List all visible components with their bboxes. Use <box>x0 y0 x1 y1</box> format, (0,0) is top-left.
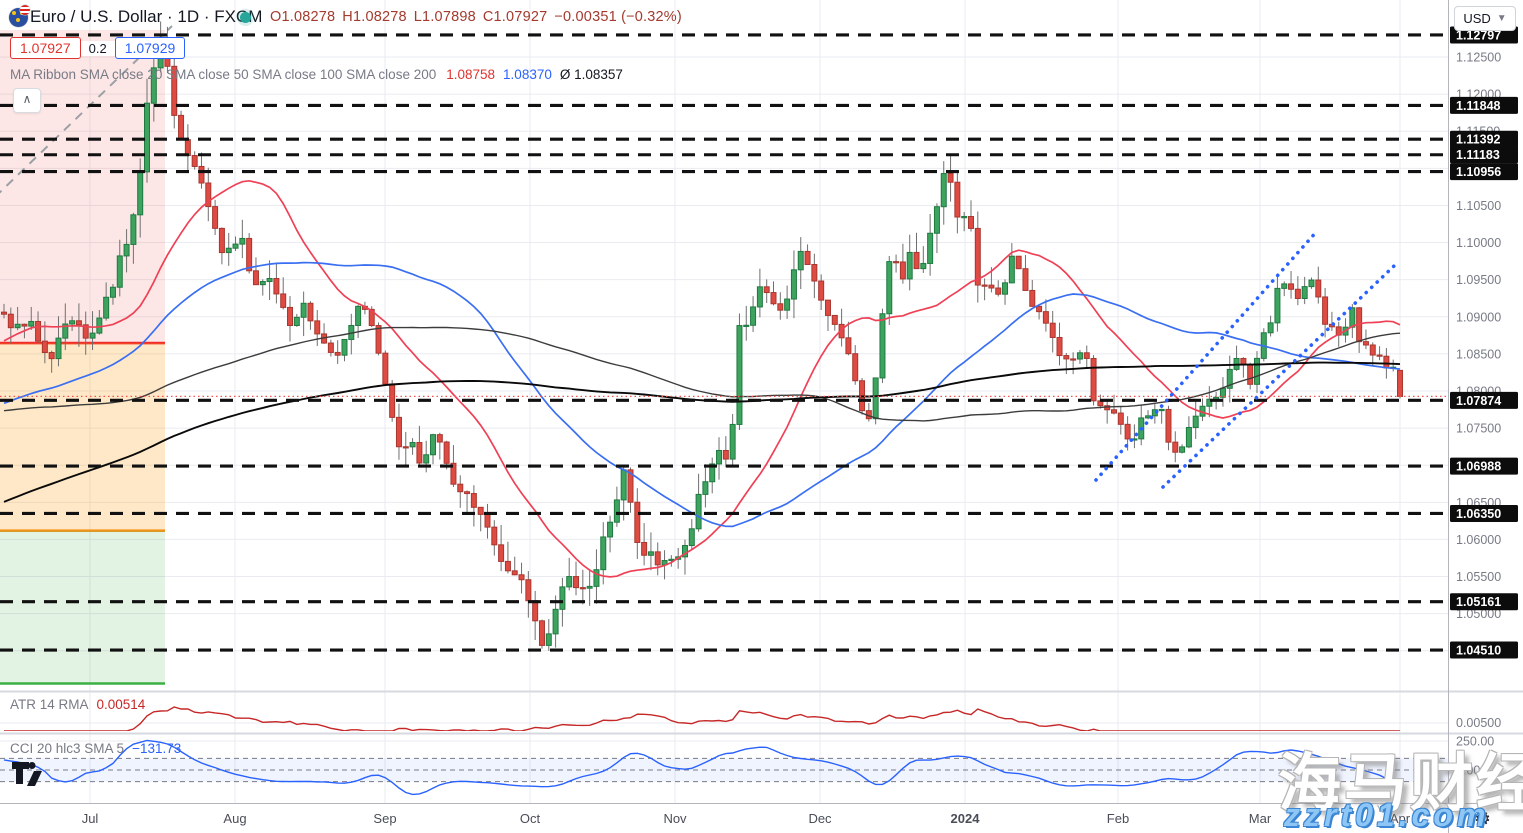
scale-label: 1.05500 <box>1456 570 1501 584</box>
market-status-icon[interactable] <box>240 12 251 23</box>
eurusd-flag-icon <box>9 5 30 27</box>
atr-plot <box>4 706 1400 731</box>
buy-price-button[interactable]: 1.07929 <box>114 37 186 59</box>
ohlc-values: O1.08278 H1.08278 L1.07898 C1.07927 −0.00351… <box>270 9 689 25</box>
support-resistance-zones <box>0 30 165 685</box>
order-panel: 1.07927 0.2 1.07929 <box>10 36 186 60</box>
level-price-tag: 1.11848 <box>1456 99 1501 113</box>
sell-price-button[interactable]: 1.07927 <box>10 37 81 59</box>
level-price-tag: 1.06988 <box>1456 460 1501 474</box>
scale-label: 1.10000 <box>1456 236 1501 250</box>
ohlc-close: C1.07927 <box>482 9 548 25</box>
time-axis[interactable]: Jul Aug Sep Oct Nov Dec 2024 Feb Mar Apr <box>82 811 1411 826</box>
level-price-tag: 1.07874 <box>1456 394 1501 408</box>
atr-scale-label: 0.00500 <box>1456 716 1501 730</box>
sma-200-line <box>3 361 1401 503</box>
ohlc-low: L1.07898 <box>413 9 476 25</box>
scale-label: 1.06000 <box>1456 533 1501 547</box>
ma-ribbon-label: MA Ribbon SMA close 20 SMA close 50 SMA … <box>10 67 437 82</box>
scale-label: 1.12500 <box>1456 51 1501 65</box>
chevron-down-icon: ▼ <box>1496 13 1507 24</box>
atr-legend[interactable]: ATR 14 RMA 0.00514 <box>10 697 145 712</box>
price-scale-currency-dropdown[interactable]: USD ▼ <box>1454 6 1516 31</box>
watermark-chinese: 海马财经 <box>1278 749 1523 819</box>
cci-scale-label: 0.00 <box>1456 764 1480 778</box>
settings-gear-icon[interactable]: ⚙ <box>1474 809 1492 830</box>
us-flag-icon <box>20 5 30 15</box>
scale-label: 1.08500 <box>1456 347 1501 361</box>
level-price-tag: 1.05161 <box>1456 595 1501 609</box>
cci-scale-label: 250.00 <box>1456 735 1494 749</box>
month-label-Jul: Jul <box>82 811 99 826</box>
level-price-tag: 1.11183 <box>1456 148 1500 162</box>
cci-band <box>0 757 1448 783</box>
scale-label: 1.09500 <box>1456 273 1501 287</box>
atr-value: 0.00514 <box>96 697 146 712</box>
cci-legend[interactable]: CCI 20 hlc3 SMA 5 −131.73 <box>10 741 181 756</box>
month-label-Sep: Sep <box>373 811 396 826</box>
tradingview-logo[interactable] <box>12 762 48 791</box>
month-label-Dec: Dec <box>808 811 832 826</box>
scale-label: 1.07500 <box>1456 422 1501 436</box>
collapse-legend-button[interactable]: ∧ <box>13 88 41 113</box>
scale-label: 1.10500 <box>1456 199 1501 213</box>
level-price-tag: 1.12797 <box>1456 28 1501 42</box>
month-label-Aug: Aug <box>223 811 246 826</box>
month-label-Oct: Oct <box>520 811 541 826</box>
blue-dotted-channel[interactable] <box>1094 228 1396 489</box>
ohlc-open: O1.08278 <box>270 9 336 25</box>
scale-label: 1.09000 <box>1456 310 1501 324</box>
month-label-Nov: Nov <box>663 811 687 826</box>
sma-50-line <box>3 261 1401 528</box>
level-price-tag: 1.06350 <box>1456 507 1501 521</box>
cci-value: −131.73 <box>132 741 182 756</box>
ohlc-high: H1.08278 <box>342 9 407 25</box>
ma-ribbon-sma20-value: 1.08758 <box>446 67 496 82</box>
level-price-tag: 1.10956 <box>1456 165 1501 179</box>
level-price-tag: 1.11392 <box>1456 133 1501 147</box>
scale-label: 1.05000 <box>1456 607 1501 621</box>
month-label-Apr: Apr <box>1390 811 1411 826</box>
currency-label: USD <box>1463 11 1491 26</box>
atr-label: ATR 14 RMA <box>10 697 89 712</box>
cci-plot <box>3 739 1401 796</box>
ma-ribbon-legend[interactable]: MA Ribbon SMA close 20 SMA close 50 SMA … <box>10 67 623 82</box>
ma-ribbon-sma50-value: 1.08370 <box>503 67 552 82</box>
cci-label: CCI 20 hlc3 SMA 5 <box>10 741 125 756</box>
ohlc-change: −0.00351 (−0.32%) <box>554 9 682 25</box>
symbol-title[interactable]: Euro / U.S. Dollar · 1D · FXCM <box>30 7 263 26</box>
month-label-Feb: Feb <box>1107 811 1129 826</box>
month-label-2024: 2024 <box>951 811 981 826</box>
watermark-site: zzrt01.com <box>1284 797 1490 833</box>
ma-ribbon-avg-value: Ø 1.08357 <box>559 67 623 82</box>
month-label-Mar: Mar <box>1249 811 1272 826</box>
sma-20-line <box>3 179 1401 578</box>
spread-value: 0.2 <box>80 40 115 56</box>
level-price-tag: 1.04510 <box>1456 644 1501 658</box>
price-scale[interactable]: 1.125001.120001.115001.105001.100001.095… <box>1450 26 1518 778</box>
